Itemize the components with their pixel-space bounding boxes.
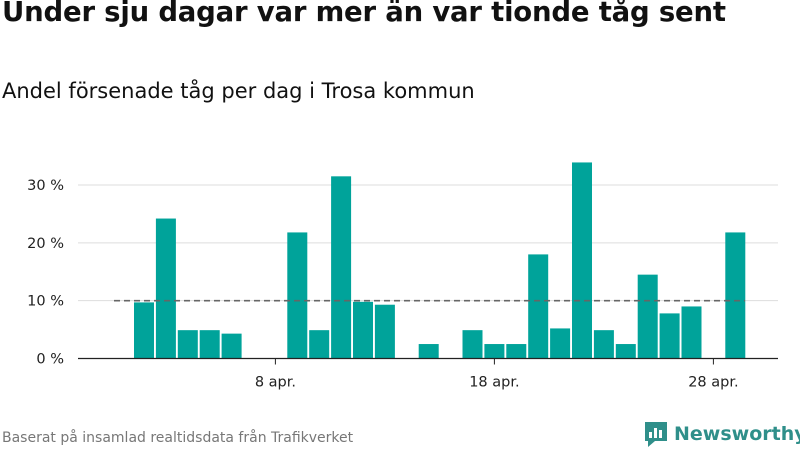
bar (659, 313, 680, 359)
bar (418, 344, 439, 359)
grid-lines (78, 184, 778, 302)
y-tick-label: 10 % (27, 294, 64, 310)
bar-chart: 0 % 10 % 20 % 30 % 8 apr. 18 apr. 28 apr. (27, 162, 778, 391)
y-axis-labels: 0 % 10 % 20 % 30 % (27, 178, 64, 368)
bar (593, 330, 614, 359)
bar (506, 344, 527, 359)
chart-subtitle: Andel försenade tåg per dag i Trosa komm… (2, 79, 475, 103)
bar (637, 274, 658, 359)
brand-name: Newsworthy (674, 423, 800, 445)
bar (221, 333, 242, 359)
bar (725, 232, 746, 359)
bar (374, 304, 395, 359)
x-tick-label: 18 apr. (469, 375, 519, 391)
source-note: Baserat på insamlad realtidsdata från Tr… (2, 430, 354, 446)
brand-logo: Newsworthy (643, 420, 800, 448)
bar (681, 306, 702, 359)
bar (462, 330, 483, 359)
bar (177, 330, 198, 359)
bar (615, 344, 636, 359)
y-tick-label: 20 % (27, 236, 64, 252)
bar (287, 232, 308, 359)
bar (353, 301, 373, 359)
bar (572, 162, 592, 359)
bar (484, 344, 505, 359)
bar (134, 302, 154, 359)
x-tick-label: 8 apr. (255, 375, 296, 391)
bar (199, 330, 220, 359)
chart-title: Under sju dagar var mer än var tionde tå… (2, 0, 726, 28)
newsworthy-logo-icon (645, 422, 667, 447)
bar (309, 330, 330, 359)
bar (550, 328, 571, 359)
x-tick-label: 28 apr. (688, 375, 738, 391)
y-tick-label: 30 % (27, 178, 64, 194)
bars (134, 162, 746, 359)
bar (528, 254, 549, 359)
y-tick-label: 0 % (36, 352, 64, 368)
x-axis-labels: 8 apr. 18 apr. 28 apr. (255, 358, 739, 391)
bar (331, 176, 352, 359)
bar (155, 218, 176, 359)
